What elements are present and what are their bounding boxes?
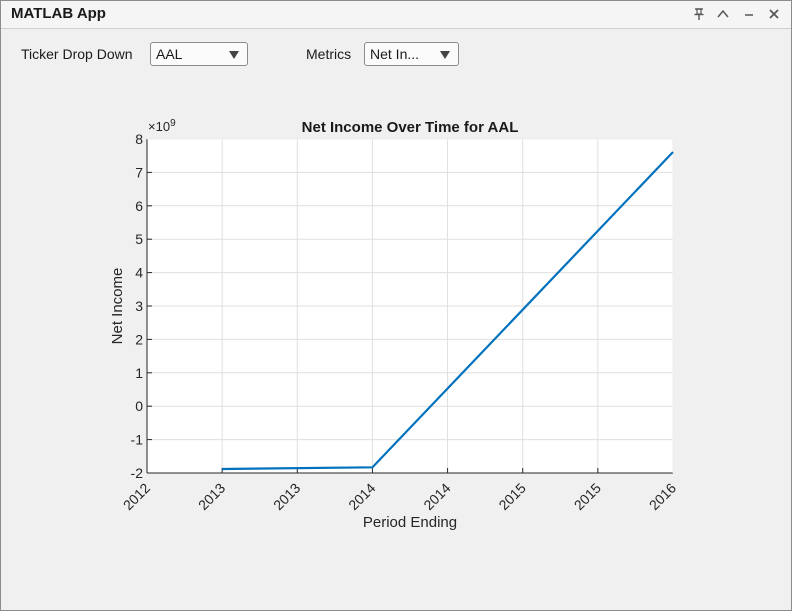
minimize-icon[interactable] bbox=[739, 4, 759, 24]
series-group bbox=[222, 151, 674, 471]
metrics-dropdown[interactable]: Net In... bbox=[364, 42, 459, 66]
y-axis-exponent-power: 9 bbox=[170, 118, 176, 129]
axes bbox=[146, 138, 674, 474]
x-tick-label: 2013 bbox=[195, 480, 228, 513]
y-tick-label: -1 bbox=[131, 432, 144, 448]
x-tick-label: 2016 bbox=[646, 480, 679, 513]
ticker-dropdown-value: AAL bbox=[156, 46, 183, 62]
pin-icon[interactable] bbox=[689, 4, 709, 24]
metrics-label: Metrics bbox=[306, 46, 352, 62]
y-tick-label: 2 bbox=[135, 331, 143, 347]
ticker-label: Ticker Drop Down bbox=[21, 46, 133, 62]
x-tick-label: 2012 bbox=[120, 480, 153, 513]
app-title: MATLAB App bbox=[11, 5, 106, 22]
y-tick-label: 6 bbox=[135, 198, 143, 214]
y-tick-label: -2 bbox=[131, 465, 144, 481]
x-tick-label: 2015 bbox=[495, 480, 528, 513]
y-tick-label: 7 bbox=[135, 164, 143, 180]
y-tick-label: 0 bbox=[135, 398, 143, 414]
chevron-up-icon[interactable] bbox=[713, 4, 733, 24]
series-line bbox=[222, 151, 674, 471]
chevron-down-icon bbox=[229, 51, 239, 59]
x-tick-label: 2015 bbox=[571, 480, 604, 513]
chart-title: Net Income Over Time for AAL bbox=[302, 119, 519, 136]
title-bar: MATLAB App bbox=[1, 1, 791, 29]
close-icon[interactable] bbox=[764, 4, 784, 24]
y-tick-label: 5 bbox=[135, 231, 143, 247]
y-tick-label: 1 bbox=[135, 365, 143, 381]
y-tick-label: 4 bbox=[135, 265, 143, 281]
x-tick-label: 2013 bbox=[270, 480, 303, 513]
y-axis-exponent: ×109 bbox=[148, 118, 176, 134]
y-axis-label: Net Income bbox=[109, 268, 126, 345]
y-tick-label: 8 bbox=[135, 131, 143, 147]
y-axis-exponent-base: ×10 bbox=[148, 119, 170, 134]
x-axis-label: Period Ending bbox=[363, 514, 457, 531]
y-tick-label: 3 bbox=[135, 298, 143, 314]
x-tick-label: 2014 bbox=[420, 480, 453, 513]
metrics-dropdown-value: Net In... bbox=[370, 46, 420, 62]
x-tick-label: 2014 bbox=[345, 480, 378, 513]
chevron-down-icon bbox=[440, 51, 450, 59]
ticker-dropdown[interactable]: AAL bbox=[150, 42, 248, 66]
